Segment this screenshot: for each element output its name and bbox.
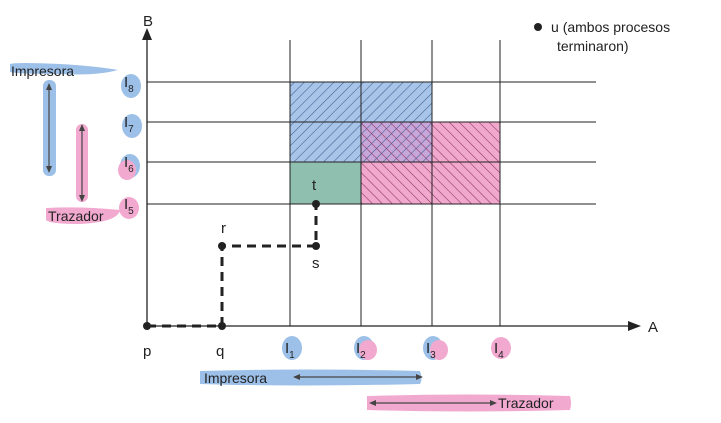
point-u bbox=[534, 23, 542, 31]
execution-path bbox=[147, 204, 318, 328]
y-instruction-5: I5 bbox=[124, 196, 134, 217]
plotter-label-highlight-left bbox=[46, 207, 120, 224]
y-instruction-labels: I8 I7 I6 I5 bbox=[118, 74, 142, 219]
plotter-label-bottom: Trazador bbox=[498, 395, 554, 411]
label-r: r bbox=[221, 220, 226, 237]
point-t bbox=[312, 200, 320, 208]
grid bbox=[147, 40, 596, 326]
y-instruction-6: I6 bbox=[124, 154, 134, 175]
point-r bbox=[218, 242, 226, 250]
label-u-note: terminaron) bbox=[557, 38, 629, 54]
plotter-hatch bbox=[361, 122, 500, 204]
x-instruction-1: I1 bbox=[285, 340, 295, 361]
y-axis-label: B bbox=[143, 13, 153, 30]
point-s bbox=[312, 242, 320, 250]
plotter-label-left: Trazador bbox=[48, 208, 104, 224]
label-p: p bbox=[143, 343, 151, 360]
x-axis-arrow-icon bbox=[628, 321, 641, 331]
x-instruction-labels: I1 I2 I3 I4 bbox=[282, 336, 511, 361]
label-t: t bbox=[312, 177, 317, 194]
label-u: u (ambos procesos bbox=[551, 19, 670, 35]
y-instruction-7: I7 bbox=[124, 114, 134, 135]
printer-label-left: Impresora bbox=[11, 63, 74, 79]
printer-label-highlight-left bbox=[10, 63, 118, 75]
x-instruction-2: I2 bbox=[356, 340, 366, 361]
y-axis-arrow-icon bbox=[142, 28, 152, 40]
point-q bbox=[218, 322, 226, 330]
x-instruction-3: I3 bbox=[426, 340, 436, 361]
x-instruction-4: I4 bbox=[494, 340, 504, 361]
y-instruction-8: I8 bbox=[124, 74, 134, 95]
x-axis-label: A bbox=[648, 319, 658, 336]
printer-label-bottom: Impresora bbox=[204, 370, 267, 386]
label-q: q bbox=[216, 343, 224, 360]
unsafe-region bbox=[290, 162, 361, 204]
label-s: s bbox=[312, 255, 320, 272]
point-p bbox=[143, 322, 151, 330]
